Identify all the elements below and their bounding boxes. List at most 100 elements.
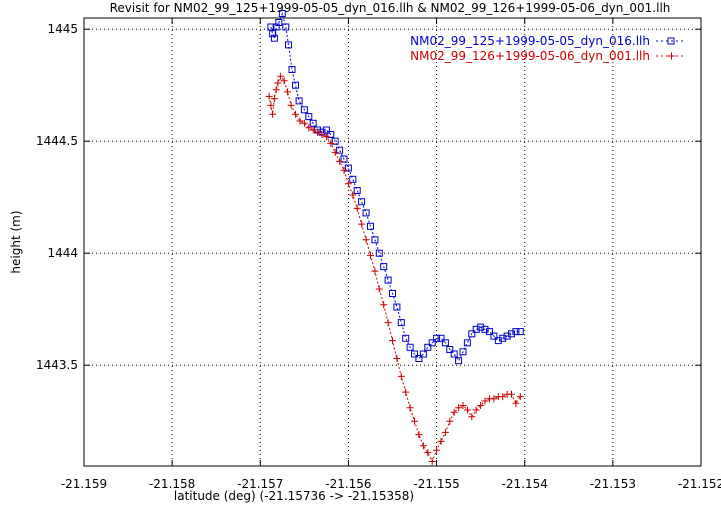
data-point [459,402,467,409]
data-point [477,323,485,331]
data-point [512,328,520,336]
data-point [371,267,379,275]
data-point [455,357,463,365]
series-blue [267,10,524,365]
data-point [340,155,348,163]
data-point [468,413,476,421]
data-point [322,126,330,134]
data-point [384,319,392,327]
data-point [292,81,299,89]
data-point [380,301,388,309]
data-point [305,113,313,121]
legend-marker-blue [667,37,675,45]
legend-label-red: NM02_99_126+1999-05-06_dyn_001.llh [410,49,650,63]
data-point [349,175,357,183]
data-point [309,126,317,134]
data-point [499,334,507,342]
data-point [393,355,401,362]
data-point [296,117,304,125]
axis-ticks: -21.159 -21.158 -21.157 -21.156 -21.155 -21.1… [36,18,721,491]
data-point [269,110,277,118]
data-point [280,77,288,85]
data-point [441,428,449,436]
data-point [278,10,286,17]
data-point [411,350,418,358]
data-point [415,355,423,362]
data-point [490,332,498,340]
data-point [384,276,392,284]
data-point [389,290,396,297]
data-point [512,399,520,407]
data-point [486,328,493,336]
data-point [389,337,396,345]
data-point [367,222,374,230]
data-point [481,325,489,333]
chart-title: Revisit for NM02_99_125+1999-05-05_dyn_0… [110,1,671,15]
data-point [336,146,344,154]
data-point [455,404,463,412]
data-point [490,395,498,403]
data-point [292,110,299,118]
data-point [353,204,361,212]
data-point [305,124,313,132]
data-point [269,30,277,38]
data-point [267,101,275,109]
y-tick-label: 1444 [47,246,78,260]
data-point [499,393,507,401]
data-point [415,431,423,439]
y-tick-label: 1443.5 [36,358,78,372]
data-point [397,372,405,380]
data-point [284,88,292,96]
data-point [331,137,339,145]
data-point [336,157,344,165]
y-axis-label: height (m) [9,210,23,273]
data-point [397,319,405,327]
data-point [358,198,366,206]
data-point [375,249,383,257]
data-point [508,390,515,398]
data-point [358,220,366,228]
x-tick-label: -21.152 [678,477,721,491]
data-point [318,131,326,138]
plot-frame [83,17,702,467]
data-point [441,339,449,347]
data-point [419,442,427,450]
data-point [459,348,467,356]
data-point [295,97,303,105]
series-layer [265,10,524,465]
data-point [477,402,485,409]
data-point [433,334,441,342]
data-point [275,19,283,26]
data-point [463,339,471,347]
x-tick-label: -21.158 [149,477,195,491]
data-point [327,139,335,147]
y-tick-label: 1445 [47,22,78,36]
data-point [393,303,401,311]
x-axis-label: latitude (deg) (-21.15736 -> -21.15358) [174,489,414,503]
series-red [265,72,524,465]
data-point [446,346,454,353]
data-point [463,406,471,414]
data-point [331,148,339,156]
data-point [327,131,335,138]
data-point [270,34,278,42]
data-point [362,236,370,244]
series-line [270,11,521,362]
data-point [402,388,410,396]
data-point [472,406,480,414]
data-point [472,325,480,333]
data-point [314,128,322,136]
data-point [300,106,308,114]
data-point [406,343,414,351]
x-tick-label: -21.156 [325,477,371,491]
data-point [272,86,280,94]
data-point [344,164,352,172]
data-point [288,66,296,73]
data-point [362,209,370,217]
data-point [371,236,379,244]
data-point [516,393,524,401]
grid-lines [83,18,702,466]
data-point [450,408,458,416]
y-tick-label: 1444.5 [36,134,78,148]
